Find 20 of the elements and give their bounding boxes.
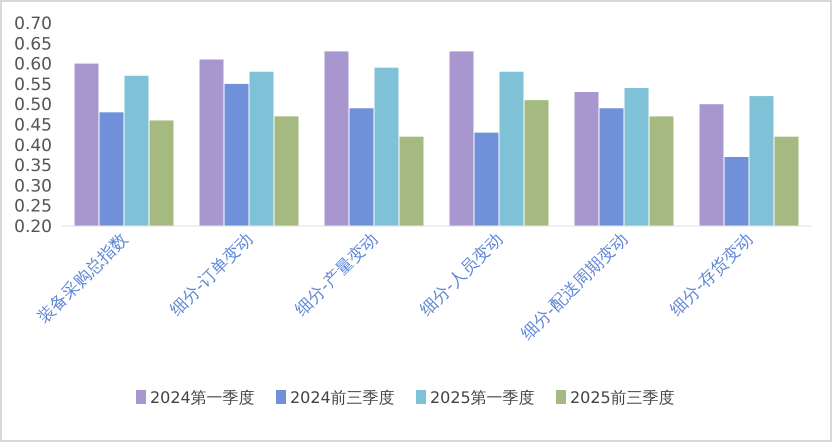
y-tick-label: 0.25 — [14, 196, 52, 217]
legend-label: 2025第一季度 — [430, 388, 535, 407]
legend-label: 2024前三季度 — [290, 388, 395, 407]
y-tick-label: 0.60 — [14, 54, 52, 75]
y-tick-label: 0.45 — [14, 116, 52, 136]
y-tick-label: 0.50 — [14, 95, 52, 116]
x-tick-label: 细分-产量变动 — [291, 229, 382, 320]
legend-label: 2024第一季度 — [150, 388, 255, 407]
y-tick-label: 0.70 — [14, 14, 52, 34]
x-tick-label: 细分-订单变动 — [166, 229, 258, 320]
x-tick-label: 细分-存货变动 — [666, 229, 758, 320]
y-tick-label: 0.20 — [14, 217, 52, 237]
y-tick-label: 0.40 — [14, 136, 52, 156]
legend-label: 2025前三季度 — [570, 388, 675, 407]
y-tick-label: 0.55 — [14, 74, 52, 95]
x-tick-label: 细分-配送周期变动 — [517, 229, 632, 344]
x-tick-label: 细分-人员变动 — [416, 229, 508, 320]
y-tick-label: 0.65 — [14, 34, 52, 54]
y-tick-label: 0.35 — [14, 156, 52, 176]
y-tick-label: 0.30 — [14, 176, 52, 196]
